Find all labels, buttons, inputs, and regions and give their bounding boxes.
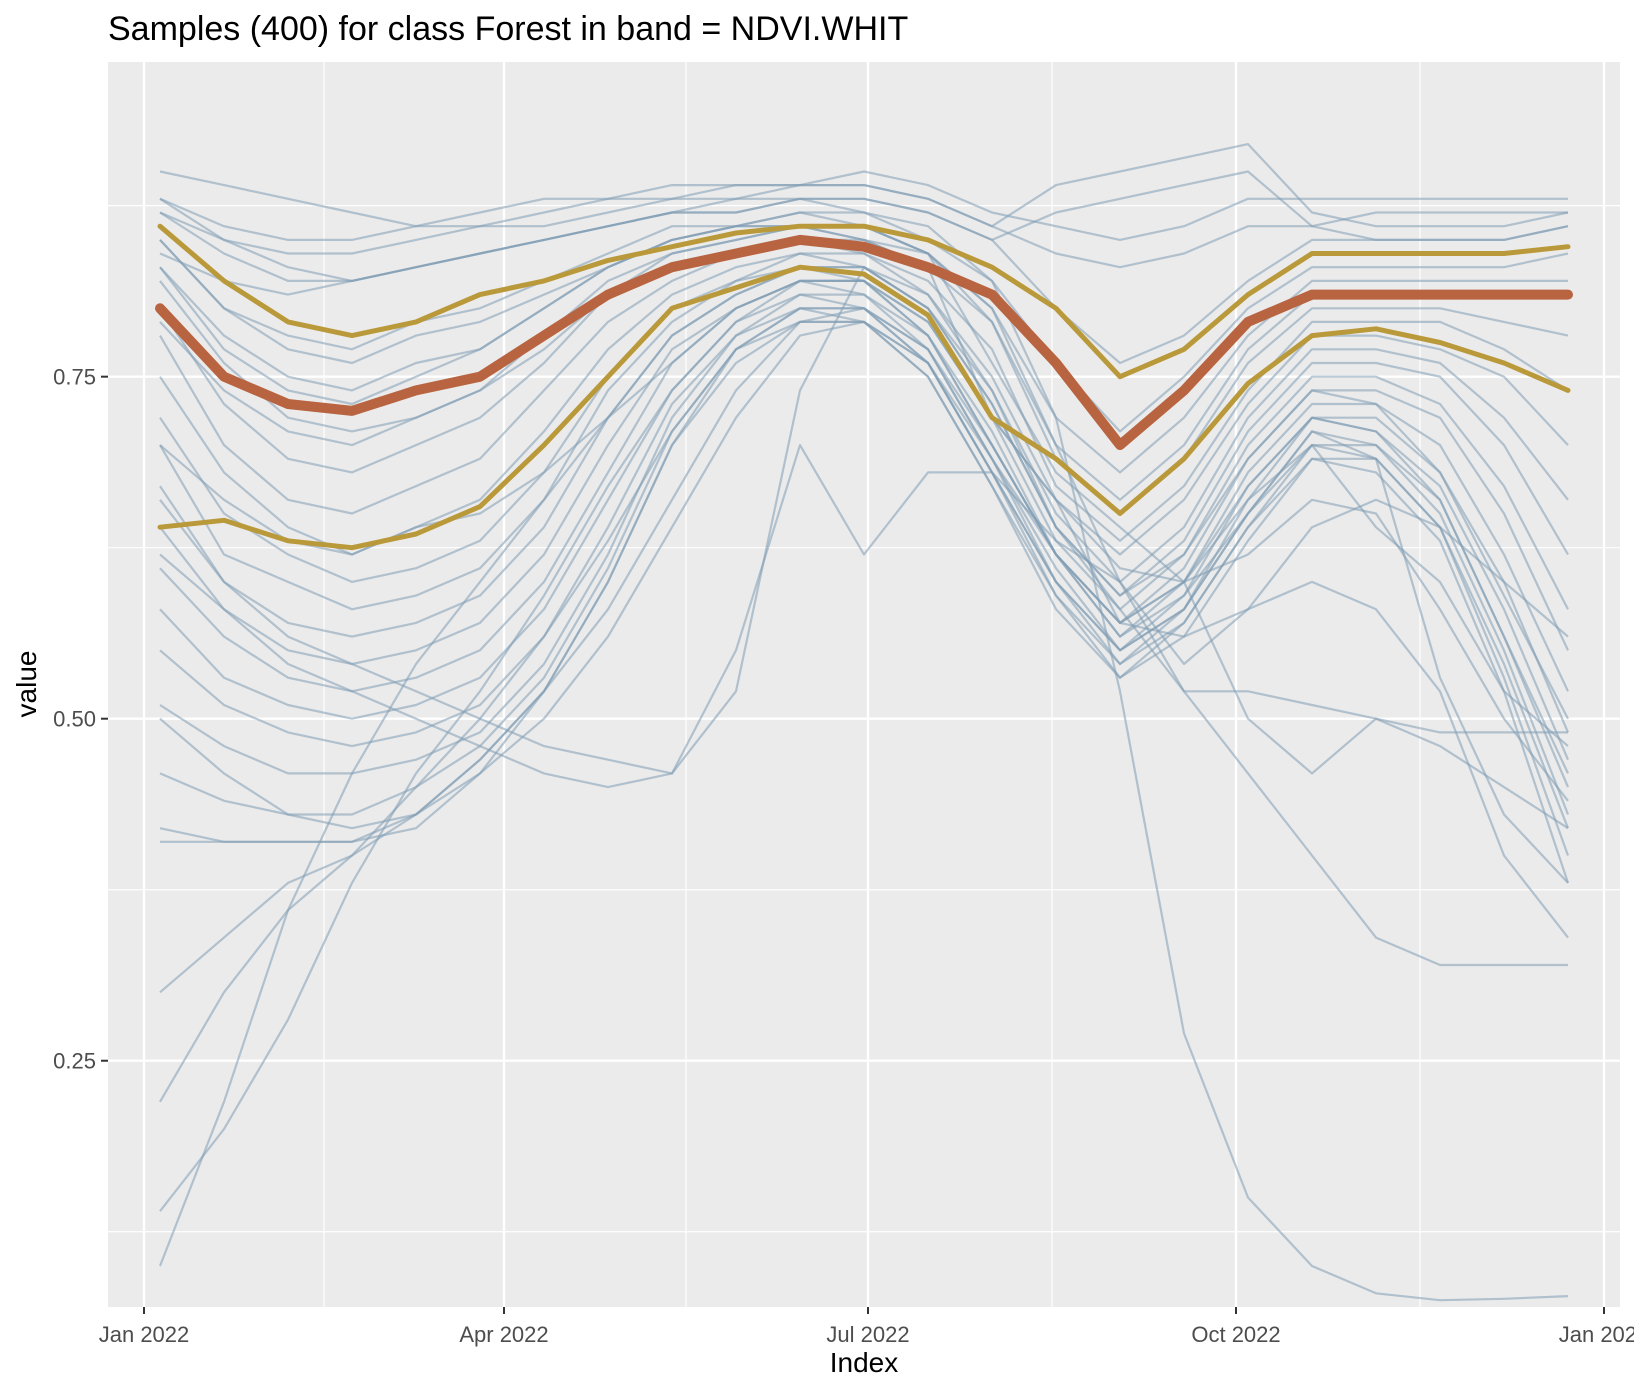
summary-lines [155,223,1573,551]
sample-lines [158,143,1570,1302]
x-axis-title: Index [830,1347,899,1378]
sample-line [159,266,1568,789]
x-axis: Jan 2022 Apr 2022 Jul 2022 Oct 2022 Jan 2023 [99,1307,1634,1347]
y-axis-title: value [11,651,42,718]
y-axis: 0.25 0.50 0.75 [53,365,108,1074]
chart-title: Samples (400) for class Forest in band =… [108,10,908,48]
lower-quartile-line [157,264,1571,551]
y-tick-label: 0.50 [53,707,96,732]
sample-line [159,143,1569,255]
x-tick-label: Jan 2022 [99,1322,190,1347]
x-tick-label: Apr 2022 [459,1322,548,1347]
mean-line [155,234,1573,451]
sample-line [159,320,1569,884]
x-tick-label: Oct 2022 [1191,1322,1280,1347]
x-tick-label: Jan 2023 [1559,1322,1634,1347]
x-tick-label: Jul 2022 [826,1322,909,1347]
upper-quartile-line [157,223,1571,380]
sample-line [159,307,1569,843]
sample-line [159,170,1568,241]
sample-line [159,225,1569,802]
y-tick-label: 0.75 [53,365,96,390]
sample-line [159,197,1569,1302]
gridlines [108,62,1620,1307]
sample-line [159,444,1569,775]
y-tick-label: 0.25 [53,1049,96,1074]
